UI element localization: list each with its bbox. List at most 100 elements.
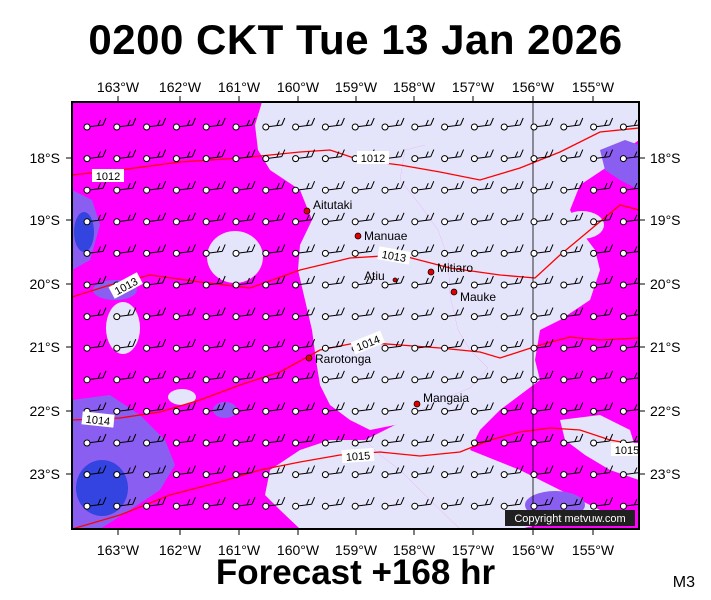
place-label-mauke: Mauke [460, 290, 496, 304]
wind-barb [441, 117, 465, 131]
wind-barb [590, 275, 614, 289]
wind-barb [441, 339, 465, 352]
wind-barb [381, 370, 405, 384]
lon-label-bottom: 155°W [572, 542, 615, 558]
wind-barb [232, 465, 256, 479]
wind-barb [143, 497, 167, 510]
wind-barb [292, 181, 316, 194]
wind-barb [321, 307, 345, 321]
wind-barb [232, 244, 256, 257]
wind-barb [292, 465, 316, 479]
wind-barb [321, 370, 345, 384]
lon-label-bottom: 162°W [159, 542, 202, 558]
wind-barb [143, 307, 167, 321]
lat-label-right: 18°S [650, 150, 681, 166]
wind-barb [292, 402, 316, 415]
rain-mod-east [600, 140, 639, 190]
lat-label-left: 19°S [29, 212, 60, 228]
wind-barb [321, 244, 345, 257]
wind-barb [470, 307, 494, 321]
wind-barb [411, 212, 435, 226]
wind-barb [411, 275, 435, 289]
dry-region-southeast [560, 415, 639, 480]
wind-barb [590, 212, 614, 226]
isobar-line-1015 [72, 427, 639, 529]
wind-barb [83, 465, 107, 479]
wind-barb [262, 433, 286, 447]
wind-barb [321, 117, 345, 131]
wind-barb [441, 402, 465, 415]
wind-barb [411, 181, 435, 194]
wind-barb [560, 307, 584, 321]
lon-label-top: 160°W [277, 79, 320, 95]
lat-label-left: 22°S [29, 403, 60, 419]
wind-barb [232, 433, 256, 447]
wind-barb [143, 244, 167, 257]
wind-barb [470, 149, 494, 163]
wind-barb [172, 117, 196, 131]
lat-label-right: 19°S [650, 212, 681, 228]
wind-barb [560, 465, 584, 479]
wind-barb [530, 497, 554, 510]
wind-barb [202, 117, 226, 131]
wind-barb [530, 402, 554, 415]
wind-barb [292, 212, 316, 226]
wind-barb [202, 212, 226, 226]
wind-barb [172, 339, 196, 352]
wind-barb [292, 149, 316, 163]
wind-barb [470, 433, 494, 447]
wind-barb [351, 402, 375, 415]
lat-label-left: 20°S [29, 276, 60, 292]
wind-barb [500, 465, 524, 479]
wind-barb [83, 339, 107, 352]
wind-barb [560, 339, 584, 352]
wind-barb [500, 370, 524, 384]
place-label-aitutaki: Aitutaki [313, 198, 352, 212]
wind-barb [292, 433, 316, 447]
wind-barb [143, 402, 167, 415]
wind-barb [500, 497, 524, 510]
lon-label-top: 159°W [335, 79, 378, 95]
lon-label-top: 158°W [393, 79, 436, 95]
wind-barb [411, 307, 435, 321]
wind-barb [411, 244, 435, 257]
wind-barb [530, 275, 554, 289]
wind-barb [560, 497, 584, 510]
wind-barb [172, 149, 196, 163]
wind-barb [411, 433, 435, 447]
isobar-label-1015-center: 1015 [341, 447, 375, 464]
wind-barb [590, 402, 614, 415]
wind-barb [590, 339, 614, 352]
wind-barb [143, 275, 167, 289]
place-dot-aitutaki [303, 207, 311, 215]
wind-barb [113, 402, 137, 415]
wind-barb [530, 339, 554, 352]
wind-barb [232, 370, 256, 384]
wind-barb [351, 181, 375, 194]
wind-barb [143, 212, 167, 226]
wind-barb [113, 117, 137, 131]
forecast-hour-label: Forecast +168 hr [215, 553, 496, 592]
wind-barb [292, 370, 316, 384]
wind-barb [470, 465, 494, 479]
wind-barb [262, 307, 286, 321]
wind-barb [262, 181, 286, 194]
wind-barb [560, 181, 584, 194]
wind-barb [590, 497, 614, 510]
place-dot-mauke [450, 288, 458, 296]
wind-barb [441, 212, 465, 226]
lat-label-left: 23°S [29, 466, 60, 482]
wind-barb [202, 244, 226, 257]
place-dot-mangaia [413, 400, 421, 408]
wind-barb [262, 117, 286, 131]
wind-barb [411, 497, 435, 510]
wind-barb [470, 497, 494, 510]
dry-patch-east [560, 211, 604, 239]
wind-barb [321, 181, 345, 194]
wind-barb [292, 339, 316, 352]
wind-barb [530, 181, 554, 194]
wind-barb [292, 244, 316, 257]
dry-region-south [265, 440, 460, 529]
wind-barb [83, 275, 107, 289]
wind-barb [470, 370, 494, 384]
